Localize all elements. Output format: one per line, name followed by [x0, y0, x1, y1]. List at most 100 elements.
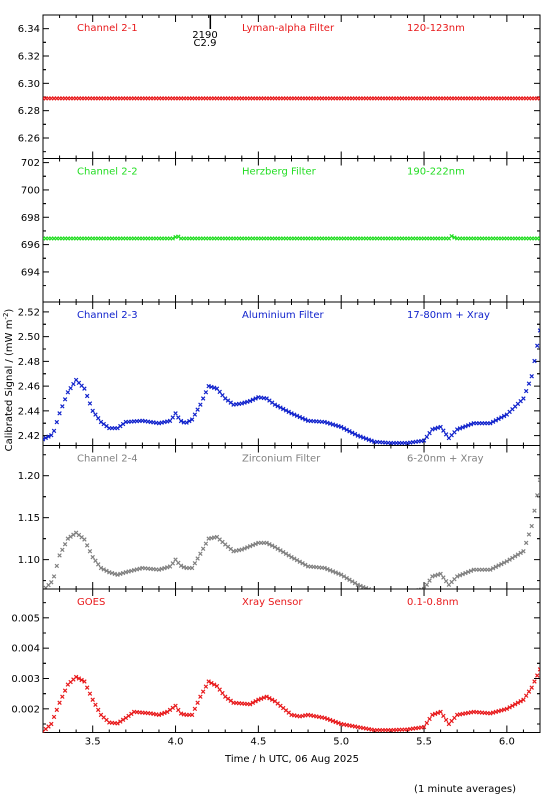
panel-frame [42, 14, 541, 159]
data-point [333, 719, 338, 725]
channel-label: Channel 2-2 [77, 167, 138, 178]
x-tick-label: 4.5 [250, 737, 266, 748]
y-tick-label: 0.004 [11, 644, 40, 655]
data-point [93, 702, 98, 708]
panel-frame [42, 301, 541, 446]
data-point [366, 437, 372, 442]
data-point [82, 679, 87, 684]
data-point [245, 545, 250, 550]
data-point [443, 578, 449, 584]
data-point [341, 574, 347, 579]
data-point [465, 423, 471, 428]
y-tick-label: 696 [21, 240, 40, 251]
channel-label: GOES [77, 597, 105, 608]
data-point [162, 710, 167, 716]
data-point [421, 724, 427, 730]
band-label: 190-222nm [407, 167, 465, 178]
data-point [120, 717, 126, 722]
data-point [504, 706, 510, 712]
y-tick-label: 2.46 [18, 382, 40, 393]
x-tick-label: 6.0 [499, 737, 515, 748]
data-point [286, 409, 291, 415]
data-point [43, 437, 46, 442]
data-point [300, 561, 305, 566]
data-point [333, 570, 338, 575]
data-point [438, 424, 443, 430]
data-point [395, 591, 399, 595]
data-point [490, 566, 496, 571]
data-point [521, 396, 526, 401]
data-point [435, 572, 441, 577]
data-point [366, 587, 372, 589]
data-point [303, 417, 308, 422]
data-point [195, 556, 200, 561]
data-point [363, 436, 369, 441]
data-point [392, 591, 396, 595]
data-point [526, 381, 532, 386]
data-point [264, 540, 269, 546]
data-point [537, 236, 540, 241]
data-point [195, 700, 200, 705]
data-point [421, 438, 427, 443]
data-point [73, 674, 79, 680]
data-point [427, 716, 432, 722]
data-point [355, 582, 360, 588]
data-point [101, 567, 106, 572]
data-point [90, 408, 95, 414]
data-point [189, 565, 195, 571]
averaging-footnote: (1 minute averages) [414, 784, 516, 795]
data-point [178, 563, 184, 569]
y-tick-label: 2.48 [18, 357, 40, 368]
data-point [46, 434, 51, 439]
data-point [118, 719, 123, 724]
data-point [529, 685, 534, 690]
data-point [57, 553, 62, 558]
data-point [384, 591, 388, 595]
data-point [363, 585, 369, 589]
data-point [95, 416, 101, 421]
data-point [203, 390, 209, 395]
data-point [256, 697, 261, 702]
data-point [156, 712, 162, 718]
data-point [269, 543, 275, 548]
data-point [322, 565, 327, 571]
data-point [518, 699, 523, 704]
data-point [493, 564, 499, 570]
data-point [176, 707, 181, 713]
data-point [76, 676, 82, 681]
data-point [375, 590, 379, 594]
data-point [457, 573, 463, 578]
data-point [350, 579, 355, 584]
data-point [465, 569, 471, 575]
data-point [338, 424, 344, 430]
data-point [247, 702, 253, 707]
data-point [250, 397, 256, 402]
y-tick-label: 0.003 [11, 674, 40, 685]
data-point [336, 571, 341, 576]
data-point [198, 694, 203, 699]
data-point [54, 707, 60, 713]
data-series [43, 96, 540, 101]
data-point [381, 591, 385, 595]
data-point [468, 568, 474, 574]
y-axis-label: Calibrated Signal / (mW m-2) [2, 309, 15, 452]
data-point [84, 543, 90, 548]
x-tick-label: 4.0 [168, 737, 184, 748]
y-tick-label: 0.002 [11, 704, 40, 715]
data-point [217, 389, 222, 395]
y-tick-label: 0.005 [11, 613, 40, 624]
data-point [507, 705, 512, 710]
data-point [499, 561, 504, 567]
data-point [258, 696, 264, 701]
data-point [526, 532, 532, 537]
data-point [84, 393, 90, 399]
data-point [187, 418, 192, 424]
data-point [95, 707, 101, 713]
data-point [338, 572, 344, 577]
data-point [537, 96, 540, 101]
data-point [51, 714, 57, 720]
filter-label: Zirconium Filter [242, 454, 321, 465]
data-point [438, 709, 443, 715]
data-point [93, 558, 98, 563]
